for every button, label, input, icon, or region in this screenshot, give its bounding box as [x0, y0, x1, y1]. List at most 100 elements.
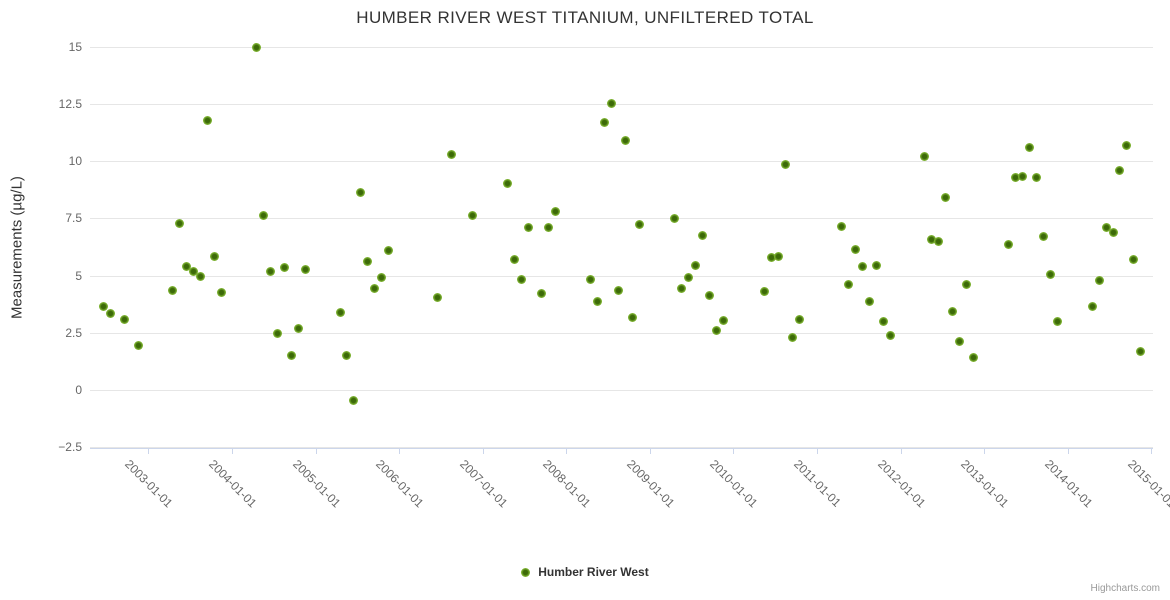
data-point[interactable] [697, 231, 707, 241]
data-point[interactable] [175, 218, 185, 228]
data-point[interactable] [279, 263, 289, 273]
x-axis-tick [901, 448, 902, 454]
data-point[interactable] [1024, 143, 1034, 153]
data-point[interactable] [293, 323, 303, 333]
data-point[interactable] [509, 255, 519, 265]
data-point[interactable] [962, 280, 972, 290]
data-point[interactable] [349, 395, 359, 405]
data-point[interactable] [781, 160, 791, 170]
data-point[interactable] [767, 252, 777, 262]
x-axis-tick [733, 448, 734, 454]
data-point[interactable] [182, 261, 192, 271]
data-point[interactable] [690, 260, 700, 270]
data-point[interactable] [384, 245, 394, 255]
data-point[interactable] [363, 257, 373, 267]
data-point[interactable] [871, 260, 881, 270]
data-point[interactable] [788, 332, 798, 342]
data-point[interactable] [189, 266, 199, 276]
data-point[interactable] [356, 187, 366, 197]
data-point[interactable] [683, 273, 693, 283]
data-point[interactable] [551, 207, 561, 217]
data-point[interactable] [502, 178, 512, 188]
data-point[interactable] [133, 340, 143, 350]
data-point[interactable] [516, 274, 526, 284]
data-point[interactable] [1129, 255, 1139, 265]
data-point[interactable] [258, 210, 268, 220]
data-point[interactable] [676, 283, 686, 293]
data-point[interactable] [286, 351, 296, 361]
data-point[interactable] [1038, 232, 1048, 242]
data-point[interactable] [948, 306, 958, 316]
x-axis-tick [984, 448, 985, 454]
data-point[interactable] [265, 266, 275, 276]
data-point[interactable] [433, 292, 442, 302]
data-point[interactable] [878, 316, 888, 326]
data-point[interactable] [600, 117, 610, 127]
data-point[interactable] [1115, 165, 1125, 175]
data-point[interactable] [251, 42, 261, 52]
data-point[interactable] [119, 314, 129, 324]
data-point[interactable] [342, 351, 352, 361]
y-gridline [90, 161, 1153, 162]
data-point[interactable] [927, 234, 937, 244]
data-point[interactable] [544, 223, 554, 233]
data-point[interactable] [217, 288, 227, 298]
data-point[interactable] [628, 313, 637, 323]
data-point[interactable] [586, 274, 596, 284]
data-point[interactable] [843, 280, 853, 290]
highcharts-credits-link[interactable]: Highcharts.com [1090, 583, 1160, 594]
data-point[interactable] [377, 273, 387, 283]
data-point[interactable] [669, 213, 679, 223]
data-point[interactable] [1052, 316, 1062, 326]
data-point[interactable] [1017, 171, 1027, 181]
data-point[interactable] [969, 353, 979, 363]
data-point[interactable] [1087, 301, 1097, 311]
data-point[interactable] [760, 287, 770, 297]
data-point[interactable] [105, 308, 115, 318]
data-point[interactable] [168, 285, 178, 295]
data-point[interactable] [795, 314, 805, 324]
data-point[interactable] [1101, 223, 1111, 233]
data-point[interactable] [885, 330, 895, 340]
data-point[interactable] [621, 136, 631, 146]
data-point[interactable] [1004, 240, 1014, 250]
data-point[interactable] [934, 236, 944, 246]
data-point[interactable] [718, 315, 728, 325]
data-point[interactable] [1108, 227, 1118, 237]
data-point[interactable] [196, 272, 206, 282]
data-point[interactable] [774, 251, 784, 261]
data-point[interactable] [857, 261, 867, 271]
data-point[interactable] [300, 265, 310, 275]
data-point[interactable] [446, 149, 456, 159]
data-point[interactable] [272, 329, 282, 339]
data-point[interactable] [850, 244, 860, 254]
data-point[interactable] [1136, 346, 1146, 356]
data-point[interactable] [634, 219, 644, 229]
data-point[interactable] [1122, 140, 1132, 150]
data-point[interactable] [203, 115, 213, 125]
data-point[interactable] [1045, 269, 1055, 279]
data-point[interactable] [614, 285, 624, 295]
data-point[interactable] [711, 325, 721, 335]
data-point[interactable] [920, 152, 930, 162]
data-point[interactable] [607, 98, 617, 108]
data-point[interactable] [1094, 275, 1104, 285]
data-point[interactable] [537, 289, 547, 299]
legend-item-humber-river-west[interactable]: Humber River West [0, 563, 1170, 581]
y-axis-label: 15 [68, 40, 82, 54]
data-point[interactable] [523, 223, 533, 233]
data-point[interactable] [836, 221, 846, 231]
data-point[interactable] [941, 193, 951, 203]
data-point[interactable] [1011, 172, 1021, 182]
x-axis-tick [399, 448, 400, 454]
data-point[interactable] [335, 307, 345, 317]
data-point[interactable] [370, 283, 380, 293]
data-point[interactable] [98, 301, 108, 311]
data-point[interactable] [1031, 172, 1041, 182]
data-point[interactable] [864, 297, 874, 307]
data-point[interactable] [955, 337, 965, 347]
data-point[interactable] [704, 290, 714, 300]
data-point[interactable] [210, 251, 220, 261]
data-point[interactable] [467, 210, 477, 220]
data-point[interactable] [593, 297, 603, 307]
